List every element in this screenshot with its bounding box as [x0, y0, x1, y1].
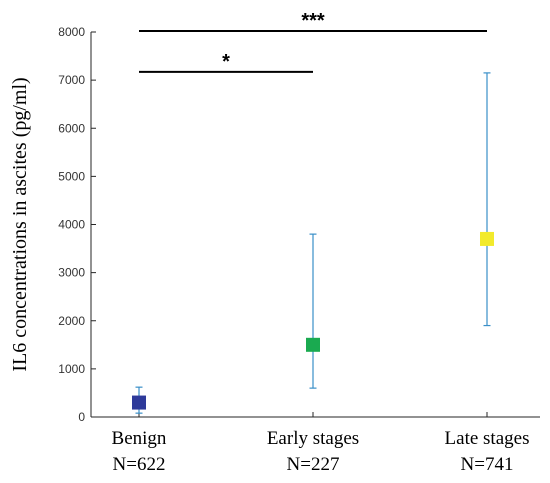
- y-tick-label-4: 4000: [58, 218, 85, 232]
- significance-label-0: *: [222, 51, 230, 73]
- y-tick-label-1: 1000: [58, 362, 85, 376]
- error-bars: [135, 72, 491, 414]
- x-category-n-label-1: N=227: [287, 454, 340, 475]
- y-tick-label-3: 3000: [58, 266, 85, 280]
- x-category-label-0: Benign: [112, 428, 167, 449]
- significance-label-1: ***: [301, 10, 325, 32]
- data-markers: [132, 231, 494, 410]
- y-tick-label-6: 6000: [58, 121, 85, 135]
- marker-1: [306, 337, 320, 352]
- y-tick-label-7: 7000: [58, 73, 85, 87]
- y-tick-label-8: 8000: [58, 25, 85, 39]
- x-category-label-2: Late stages: [445, 428, 530, 449]
- x-category-n-label-0: N=622: [113, 454, 166, 475]
- axis-labels: Benign N=622 Early stages N=227 Late stages N…: [9, 77, 529, 475]
- y-tick-label-5: 5000: [58, 169, 85, 183]
- marker-2: [480, 231, 494, 246]
- y-tick-label-0: 0: [78, 410, 85, 424]
- significance-brackets: ****: [139, 10, 487, 73]
- y-tick-label-2: 2000: [58, 314, 85, 328]
- y-axis-label: IL6 concentrations in ascites (pg/ml): [9, 77, 31, 371]
- x-category-label-1: Early stages: [267, 428, 359, 449]
- marker-0: [132, 395, 146, 410]
- axes: 0 1000 2000 3000 4000 5000 6000 7000 8000: [58, 25, 540, 424]
- x-category-n-label-2: N=741: [461, 454, 514, 475]
